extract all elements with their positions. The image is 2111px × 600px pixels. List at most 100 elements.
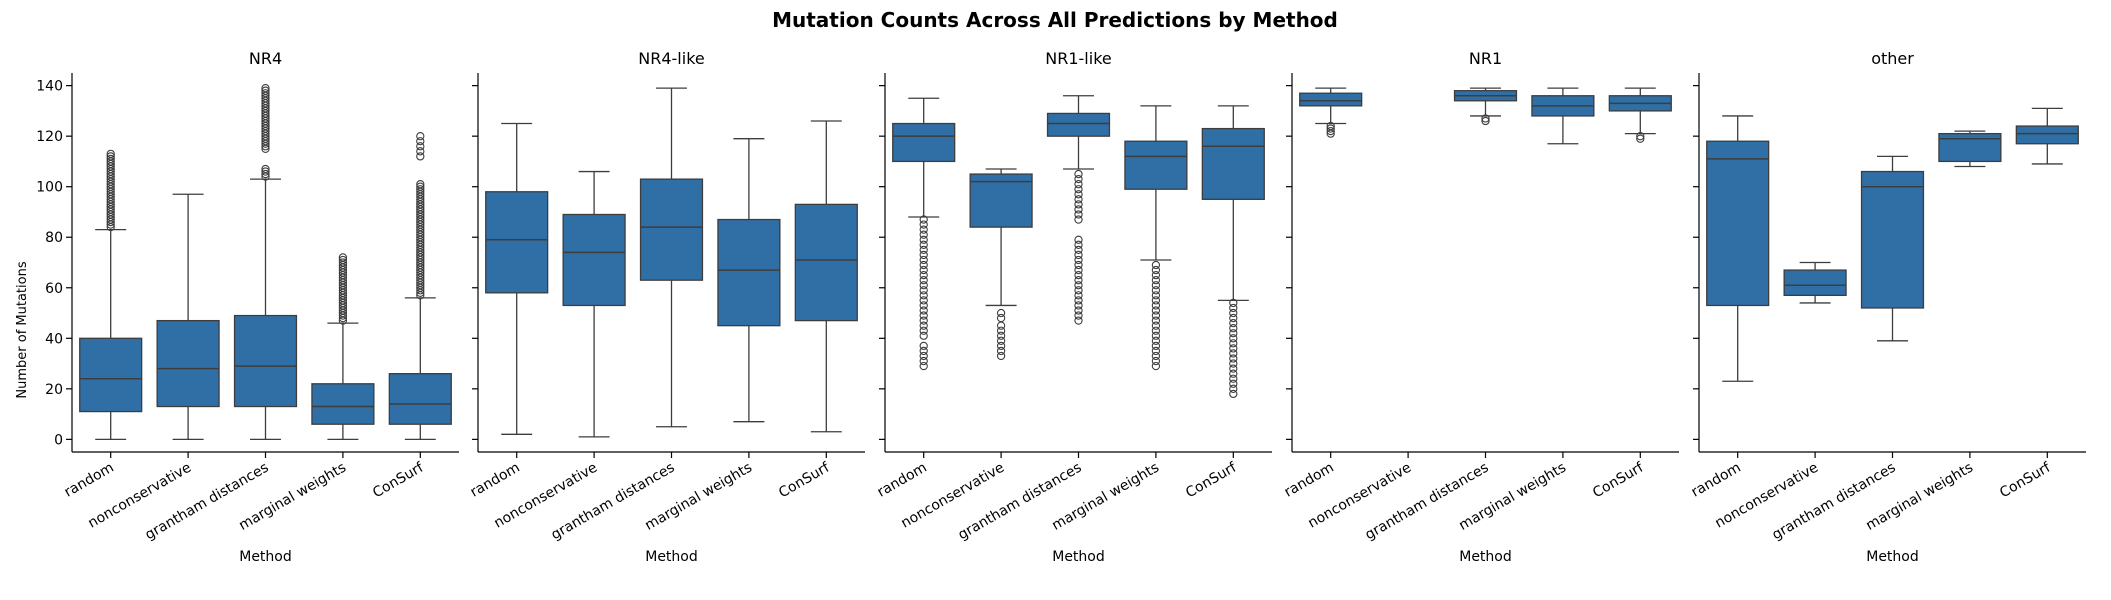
outlier-point [338,258,348,267]
x-tick-label: grantham distances [955,460,1084,544]
outlier-point [1229,303,1238,313]
box-2 [639,87,704,428]
outlier-point [1326,124,1335,133]
x-tick-label: ConSurf [1997,459,2054,501]
outlier-point [919,311,928,320]
outlier-point [919,316,928,325]
y-tick-label: 60 [45,281,63,297]
outlier-point [919,331,928,340]
box-body [639,178,704,281]
box-body [1124,140,1188,190]
outlier-point [996,326,1006,335]
outlier-point [1151,316,1161,325]
outlier-point [1151,341,1161,351]
x-tick-label: grantham distances [1362,460,1491,544]
outlier-point [416,142,425,151]
box-body [1860,170,1925,309]
outlier-point [919,235,928,244]
box-body [794,203,858,322]
outlier-point [1229,324,1238,333]
outlier-point [1229,298,1238,308]
box-4 [2015,107,2079,165]
outlier-point [106,149,115,159]
outlier-point [1229,329,1238,338]
outlier-point [919,286,928,295]
box-body [969,173,1033,228]
outlier-point [1074,195,1083,204]
outlier-point [1074,306,1083,315]
outlier-point [1151,351,1161,361]
box-body [2015,125,2079,145]
outlier-point [996,346,1006,356]
outlier-point [996,336,1006,345]
box-1 [156,193,220,441]
outlier-point [338,255,348,265]
outlier-point [1074,250,1083,260]
outlier-point [996,321,1006,330]
outlier-point [1151,356,1161,366]
outlier-point [1074,291,1083,300]
box-3 [1531,87,1595,145]
box-4 [388,132,452,441]
outlier-point [416,152,425,161]
box-body [233,314,298,408]
x-tick-label: grantham distances [142,460,271,544]
outlier-point [106,152,115,161]
box-4 [1608,87,1672,143]
outlier-point [261,86,270,95]
box-1 [969,168,1033,361]
box-4 [1201,105,1265,399]
box-3 [311,253,375,441]
outlier-point [1151,270,1161,280]
outlier-point [919,326,928,335]
outlier-point [1074,185,1083,194]
x-tick-label: ConSurf [370,459,427,501]
outlier-point [1074,260,1083,270]
y-tick-label: 40 [45,331,63,347]
outlier-point [416,180,425,189]
outlier-point [261,89,270,98]
outlier-point [1326,126,1335,136]
outlier-point [1229,334,1238,343]
outlier-point [1151,286,1161,295]
outlier-point [1636,134,1645,143]
outlier-point [416,182,425,191]
outlier-point [1481,116,1490,126]
outlier-point [1151,265,1161,275]
outlier-point [1229,379,1238,388]
outlier-point [919,296,928,305]
outlier-point [1229,318,1238,328]
outlier-point [261,167,270,176]
y-tick-label: 0 [54,432,63,448]
outlier-point [1074,270,1083,280]
outlier-point [1074,276,1083,285]
outlier-point [919,356,928,366]
outlier-point [416,132,425,141]
y-tick-label: 120 [36,129,63,145]
panels-group: NR4020406080100120140randomnonconservati… [36,49,2086,565]
outlier-point [1074,281,1083,290]
panel-title: other [1871,49,1914,68]
box-body [388,373,452,425]
outlier-point [1074,286,1083,295]
outlier-point [1074,316,1083,325]
box-body [156,319,220,408]
outlier-point [1229,389,1238,399]
box-4 [794,120,858,433]
outlier-point [919,215,928,224]
outlier-point [1151,276,1161,285]
outlier-point [1074,240,1083,249]
outlier-point [919,230,928,239]
outlier-point [1481,114,1490,123]
x-tick-label: random [62,460,117,501]
outlier-point [1636,132,1645,141]
outlier-point [1151,346,1161,356]
outlier-point [1074,210,1083,219]
x-axis-label: Method [1052,549,1105,565]
outlier-point [996,351,1006,361]
outlier-point [416,137,425,146]
outlier-point [919,255,928,265]
